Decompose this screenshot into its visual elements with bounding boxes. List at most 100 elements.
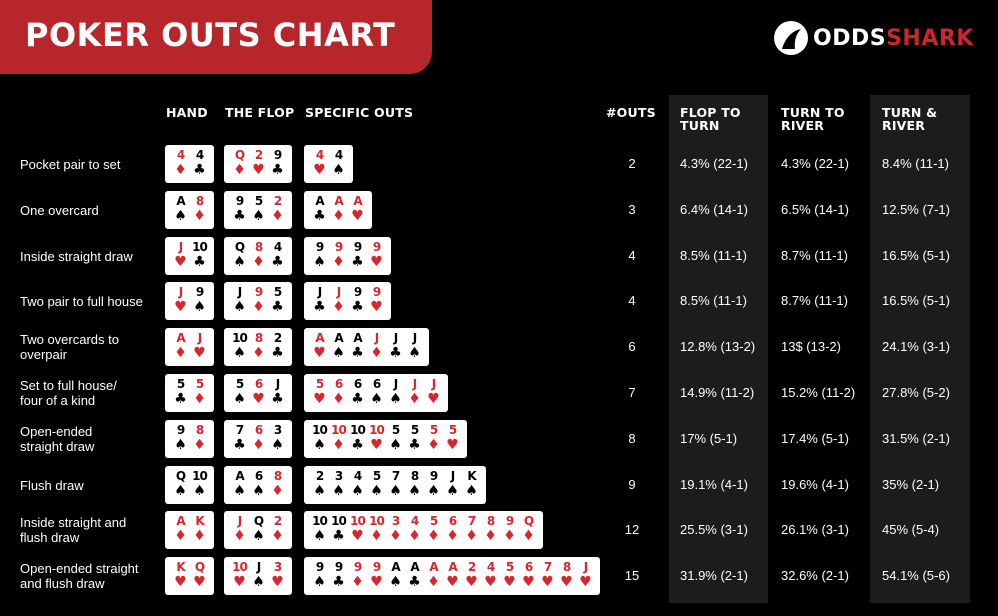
card-rank: A <box>353 194 362 208</box>
hand-cards: 4 ♦ 4 ♣ <box>165 145 214 183</box>
card-rank: 9 <box>334 560 343 574</box>
card-rank: 10 <box>312 514 328 528</box>
playing-card: 9 ♠ <box>424 469 443 504</box>
playing-card: Q ♦ <box>230 148 249 183</box>
playing-card: A ♥ <box>348 194 367 229</box>
playing-card: 5 ♦ <box>424 514 443 549</box>
flop-to-turn-odds: 14.9% (11-2) <box>680 385 755 400</box>
card-rank: A <box>410 560 419 574</box>
card-rank: Q <box>175 469 186 483</box>
card-rank: K <box>176 560 185 574</box>
card-rank: 9 <box>372 285 381 299</box>
card-rank: 6 <box>254 377 263 391</box>
card-rank: 9 <box>176 423 185 437</box>
club-icon: ♣ <box>351 299 364 315</box>
playing-card: 5 ♥ <box>310 377 329 412</box>
heart-icon: ♥ <box>503 574 516 590</box>
playing-card: J ♥ <box>424 377 443 412</box>
card-rank: 10 <box>192 469 208 483</box>
club-icon: ♣ <box>408 574 421 590</box>
hand-cards: A ♦ K ♦ <box>165 511 214 549</box>
playing-card: 4 ♥ <box>310 148 329 183</box>
playing-card: 9 ♠ <box>171 423 190 458</box>
playing-card: A ♥ <box>310 331 329 366</box>
card-rank: A <box>315 331 324 345</box>
playing-card: 7 ♣ <box>230 423 249 458</box>
header-line: RIVER <box>781 118 825 133</box>
card-rank: Q <box>253 514 264 528</box>
card-rank: 6 <box>334 377 343 391</box>
row-label-line: overpair <box>20 347 67 362</box>
playing-card: 2 ♣ <box>268 331 287 366</box>
playing-card: 3 ♦ <box>386 514 405 549</box>
flop-cards: Q ♠ 8 ♦ 4 ♣ <box>224 237 292 275</box>
playing-card: 6 ♣ <box>348 377 367 412</box>
playing-card: 5 ♣ <box>405 423 424 458</box>
heart-icon: ♥ <box>174 574 187 590</box>
spade-icon: ♠ <box>370 483 383 499</box>
card-rank: J <box>412 377 418 391</box>
heart-icon: ♥ <box>252 162 265 178</box>
heart-icon: ♥ <box>193 345 206 361</box>
diamond-icon: ♦ <box>271 528 284 544</box>
spade-icon: ♠ <box>252 208 265 224</box>
turn-to-river-odds: 15.2% (11-2) <box>781 385 856 400</box>
card-rank: 10 <box>192 240 208 254</box>
club-icon: ♣ <box>313 208 326 224</box>
card-rank: A <box>448 560 457 574</box>
turn-to-river-odds: 8.7% (11-1) <box>781 293 848 308</box>
card-rank: 4 <box>410 514 419 528</box>
spade-icon: ♠ <box>408 483 421 499</box>
card-rank: 6 <box>372 377 381 391</box>
outs-count: 4 <box>628 248 636 263</box>
playing-card: 8 ♦ <box>190 423 209 458</box>
diamond-icon: ♦ <box>484 528 497 544</box>
card-rank: A <box>176 194 185 208</box>
playing-card: 6 ♥ <box>249 377 268 412</box>
card-rank: A <box>353 331 362 345</box>
playing-card: 6 ♦ <box>249 423 268 458</box>
turn-and-river-odds: 54.1% (5-6) <box>882 568 950 583</box>
playing-card: J ♠ <box>386 377 405 412</box>
playing-card: 10 ♦ <box>329 423 348 458</box>
playing-card: 10 ♣ <box>348 423 367 458</box>
card-rank: 2 <box>467 560 476 574</box>
playing-card: Q ♠ <box>230 240 249 275</box>
row-label: Open-ended straight and flush draw <box>20 561 139 591</box>
card-rank: 6 <box>353 377 362 391</box>
heart-icon: ♥ <box>370 254 383 270</box>
card-rank: 2 <box>315 469 324 483</box>
spade-icon: ♠ <box>174 483 187 499</box>
outs-count: 9 <box>628 477 636 492</box>
turn-and-river-odds: 24.1% (3-1) <box>882 339 950 354</box>
playing-card: J ♦ <box>230 514 249 549</box>
diamond-icon: ♦ <box>370 345 383 361</box>
diamond-icon: ♦ <box>252 254 265 270</box>
row-label-line: Two overcards to <box>20 332 119 347</box>
card-rank: K <box>467 469 476 483</box>
playing-card: Q ♠ <box>171 469 190 504</box>
playing-card: 8 ♠ <box>405 469 424 504</box>
flop-cards: A ♠ 6 ♠ 8 ♦ <box>224 466 292 504</box>
playing-card: 10 ♠ <box>310 423 329 458</box>
playing-card: K ♥ <box>171 560 190 595</box>
club-icon: ♣ <box>193 162 206 178</box>
playing-card: J ♠ <box>405 331 424 366</box>
card-rank: A <box>334 331 343 345</box>
card-rank: 8 <box>486 514 495 528</box>
card-rank: 10 <box>350 423 366 437</box>
playing-card: 7 ♠ <box>386 469 405 504</box>
playing-card: 6 ♦ <box>443 514 462 549</box>
card-rank: Q <box>234 148 245 162</box>
heart-icon: ♥ <box>370 437 383 453</box>
heart-icon: ♥ <box>427 391 440 407</box>
heart-icon: ♥ <box>484 574 497 590</box>
hand-cards: J ♥ 10 ♣ <box>165 237 214 275</box>
card-rank: 6 <box>448 514 457 528</box>
diamond-icon: ♦ <box>193 528 206 544</box>
spade-icon: ♠ <box>174 437 187 453</box>
playing-card: 10 ♦ <box>367 514 386 549</box>
spade-icon: ♠ <box>233 254 246 270</box>
card-rank: 9 <box>353 560 362 574</box>
diamond-icon: ♦ <box>233 528 246 544</box>
